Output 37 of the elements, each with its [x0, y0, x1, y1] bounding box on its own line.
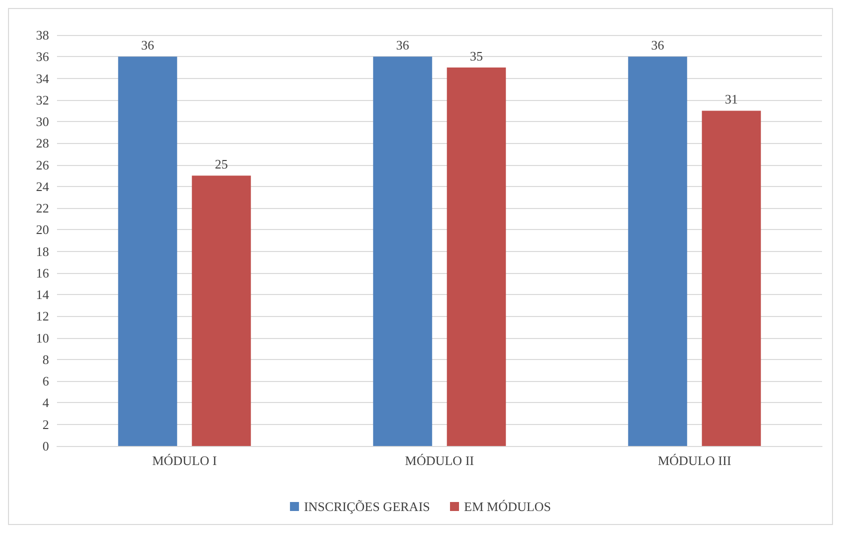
- data-label: 25: [214, 156, 228, 172]
- y-tick-label: 12: [36, 308, 49, 324]
- legend-label: INSCRIÇÕES GERAIS: [304, 499, 430, 514]
- y-tick-label: 0: [42, 438, 49, 454]
- y-tick-label: 30: [36, 114, 49, 130]
- data-label: 36: [396, 38, 410, 53]
- y-tick-label: 6: [42, 374, 50, 389]
- y-tick-label: 36: [36, 49, 50, 64]
- y-tick-label: 2: [42, 416, 49, 432]
- y-tick-label: 8: [42, 352, 49, 367]
- data-label: 36: [651, 38, 665, 53]
- bar: [373, 56, 432, 446]
- y-tick-label: 38: [36, 28, 49, 42]
- x-tick-label: MÓDULO II: [405, 453, 474, 468]
- y-tick-label: 28: [36, 136, 49, 151]
- bar: [446, 67, 506, 446]
- y-tick-label: 4: [42, 395, 50, 410]
- data-label: 36: [141, 38, 155, 53]
- y-tick-label: 34: [36, 70, 50, 86]
- data-label: 31: [724, 92, 738, 107]
- data-label: 35: [470, 48, 483, 64]
- y-tick-label: 24: [36, 178, 50, 194]
- y-tick-label: 14: [36, 287, 50, 302]
- y-tick-label: 32: [36, 92, 49, 108]
- bar: [192, 176, 251, 446]
- x-tick-label: MÓDULO I: [152, 453, 217, 468]
- legend-label: EM MÓDULOS: [464, 499, 552, 514]
- y-tick-label: 22: [36, 200, 49, 216]
- y-tick-label: 26: [36, 157, 50, 172]
- y-tick-label: 16: [36, 265, 50, 280]
- bar: [118, 56, 178, 446]
- y-tick-label: 20: [36, 222, 49, 238]
- y-tick-label: 10: [36, 330, 49, 346]
- x-tick-label: MÓDULO III: [658, 453, 732, 468]
- y-tick-label: 18: [36, 244, 49, 259]
- bar: [628, 56, 688, 446]
- bar: [702, 110, 761, 446]
